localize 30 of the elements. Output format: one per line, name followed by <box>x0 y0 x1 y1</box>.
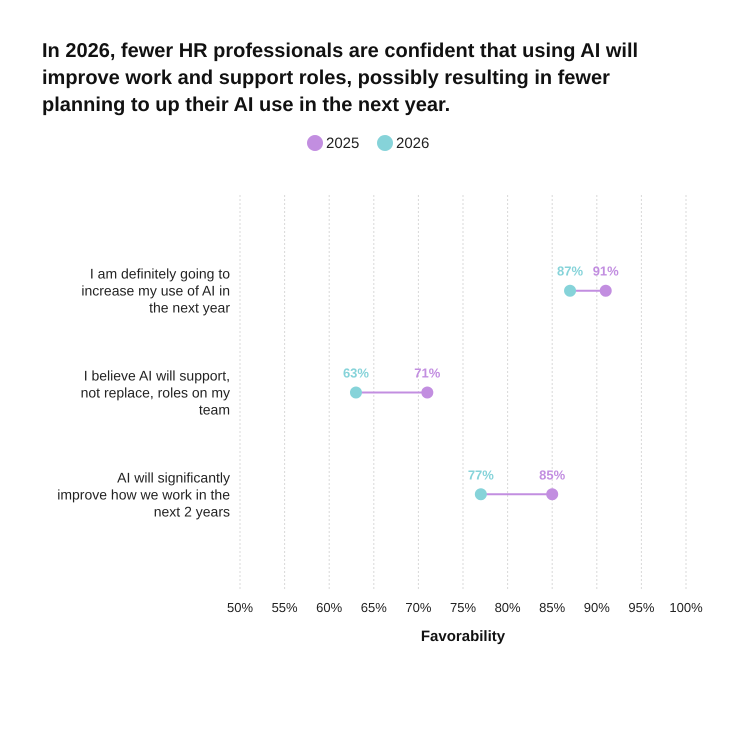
x-tick-label: 50% <box>226 600 254 615</box>
y-tick-label: AI will significantly improve how we work in the next 2 years <box>57 469 230 520</box>
data-label: 91% <box>592 264 620 279</box>
chart-title: In 2026, fewer HR professionals are confident that using AI will improve work and support roles, possibly resulting in fewer planning to up their AI use in the next year. <box>42 40 638 116</box>
x-tick-label: 70% <box>405 600 432 615</box>
x-tick-label: 95% <box>628 600 655 615</box>
x-tick-label: 100% <box>669 600 704 615</box>
legend-label: 2025 <box>326 135 360 152</box>
x-tick-label: 90% <box>584 600 610 615</box>
data-label: 71% <box>414 366 441 380</box>
y-tick-label: I am definitely going to increase my use of AI in the next year <box>81 266 230 316</box>
x-tick-label: 55% <box>272 600 298 615</box>
point <box>474 488 487 500</box>
data-label: 85% <box>539 467 566 482</box>
data-label: 87% <box>557 264 584 279</box>
point <box>564 284 576 297</box>
x-tick-label: 65% <box>360 600 388 615</box>
data-label: 77% <box>468 467 494 482</box>
x-tick-label: 85% <box>539 600 566 615</box>
x-axis-title: Favorability <box>420 628 506 645</box>
data-label: 63% <box>342 366 370 380</box>
x-tick-label: 80% <box>494 600 522 615</box>
point <box>350 386 362 398</box>
point <box>421 386 434 398</box>
y-tick-label: I believe AI will support, not replace, roles on my team <box>80 368 230 418</box>
x-tick-label: 60% <box>316 600 343 615</box>
point <box>600 284 612 297</box>
point <box>546 488 558 500</box>
x-tick-label: 75% <box>450 600 476 615</box>
legend-label: 2026 <box>396 135 430 152</box>
